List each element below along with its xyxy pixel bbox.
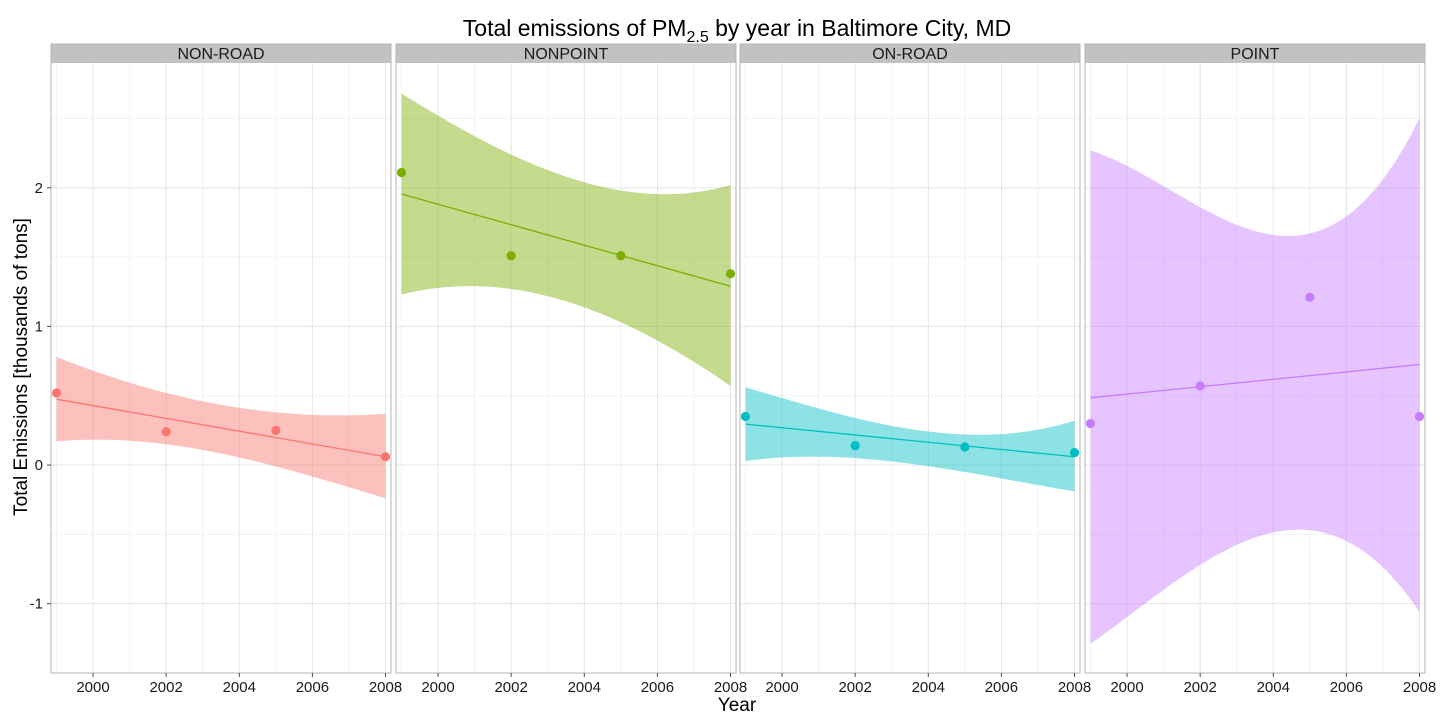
x-tick-label: 2006 <box>641 679 674 696</box>
x-tick-label: 2008 <box>714 679 747 696</box>
data-point-non-road <box>161 427 171 437</box>
chart-title-main: Total emissions of PM <box>463 15 687 41</box>
data-point-nonpoint <box>616 251 626 261</box>
x-tick-label: 2004 <box>1257 679 1290 696</box>
data-point-point <box>1414 411 1425 422</box>
trend-line-point <box>1090 363 1420 399</box>
x-tick-label: 2004 <box>568 679 601 696</box>
x-axis-title: Year <box>718 695 757 716</box>
y-tick-label: 2 <box>35 180 43 197</box>
data-point-on-road <box>740 411 751 422</box>
data-point-non-road <box>51 388 62 398</box>
trend-line-non-road <box>56 398 386 458</box>
chart-title-suffix: by year in Baltimore City, MD <box>709 15 1011 41</box>
panel-on-road: ON-ROAD 2000 2002 2004 2006 2008 <box>739 43 1091 696</box>
x-tick-label: 2006 <box>985 679 1018 696</box>
strip-label-non-road: NON-ROAD <box>177 46 264 63</box>
data-point-non-road <box>380 452 391 462</box>
panel-point: POINT 2000 2002 2004 2006 2008 <box>1084 43 1436 696</box>
data-point-on-road <box>960 442 970 452</box>
facet-panels: NON-ROAD 2000 2002 2004 2006 2008 -1 0 1 2 NONPOIN… <box>30 43 1436 696</box>
panel-border-point <box>1084 43 1426 674</box>
strip-label-point: POINT <box>1231 46 1280 63</box>
panel-nonpoint: NONPOINT 2000 2002 2004 2006 2008 <box>395 43 747 696</box>
chart-title: Total emissions of PM2.5 by year in Balt… <box>463 15 1011 46</box>
plot-area-nonpoint <box>396 63 736 673</box>
y-tick-label: 1 <box>35 318 43 335</box>
confidence-band-on-road <box>745 387 1075 492</box>
data-point-nonpoint <box>725 269 736 279</box>
data-point-point <box>1195 381 1205 391</box>
x-tick-label: 2002 <box>149 679 182 696</box>
trend-line-on-road <box>745 423 1075 458</box>
data-point-nonpoint <box>506 251 516 261</box>
y-tick-label: -1 <box>30 596 43 613</box>
x-tick-label: 2008 <box>1058 679 1091 696</box>
x-tick-label: 2002 <box>838 679 871 696</box>
strip-label-on-road: ON-ROAD <box>872 46 948 63</box>
x-tick-label: 2008 <box>369 679 402 696</box>
strip-nonpoint <box>396 44 736 63</box>
strip-on-road <box>740 44 1080 63</box>
trend-line-nonpoint <box>401 193 731 287</box>
strip-point <box>1085 44 1425 63</box>
strip-label-nonpoint: NONPOINT <box>524 46 609 63</box>
x-tick-label: 2000 <box>1110 679 1143 696</box>
panel-border-on-road <box>739 43 1081 674</box>
data-point-point <box>1305 292 1315 302</box>
x-tick-label: 2006 <box>296 679 329 696</box>
plot-area-point <box>1085 63 1425 673</box>
data-point-non-road <box>271 425 281 435</box>
panel-non-road: NON-ROAD 2000 2002 2004 2006 2008 -1 0 1 2 <box>30 43 402 696</box>
x-tick-label: 2004 <box>223 679 256 696</box>
y-tick-label: 0 <box>35 457 43 474</box>
x-tick-label: 2000 <box>765 679 798 696</box>
x-tick-label: 2000 <box>76 679 109 696</box>
x-tick-label: 2008 <box>1403 679 1436 696</box>
data-point-point <box>1085 418 1096 429</box>
strip-non-road <box>51 44 391 63</box>
y-axis-title: Total Emissions [thousands of tons] <box>11 218 32 516</box>
x-tick-label: 2000 <box>421 679 454 696</box>
x-tick-label: 2006 <box>1330 679 1363 696</box>
x-tick-label: 2004 <box>912 679 945 696</box>
plot-area-on-road <box>740 63 1080 673</box>
panel-border-non-road <box>50 43 392 674</box>
plot-area-non-road <box>51 63 391 673</box>
panel-border-nonpoint <box>395 43 737 674</box>
data-point-on-road <box>850 441 860 451</box>
x-tick-label: 2002 <box>1183 679 1216 696</box>
data-point-on-road <box>1069 447 1080 458</box>
chart-title-subscript: 2.5 <box>686 29 708 46</box>
x-tick-label: 2002 <box>494 679 527 696</box>
data-point-nonpoint <box>396 167 407 178</box>
